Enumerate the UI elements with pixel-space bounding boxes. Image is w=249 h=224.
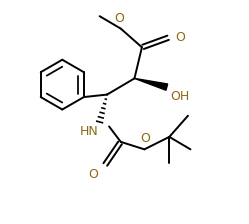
Text: OH: OH: [171, 90, 190, 103]
Text: O: O: [141, 132, 151, 145]
Text: O: O: [88, 168, 98, 181]
Polygon shape: [134, 78, 168, 90]
Text: HN: HN: [80, 125, 98, 138]
Text: O: O: [175, 31, 185, 44]
Text: O: O: [115, 12, 124, 25]
